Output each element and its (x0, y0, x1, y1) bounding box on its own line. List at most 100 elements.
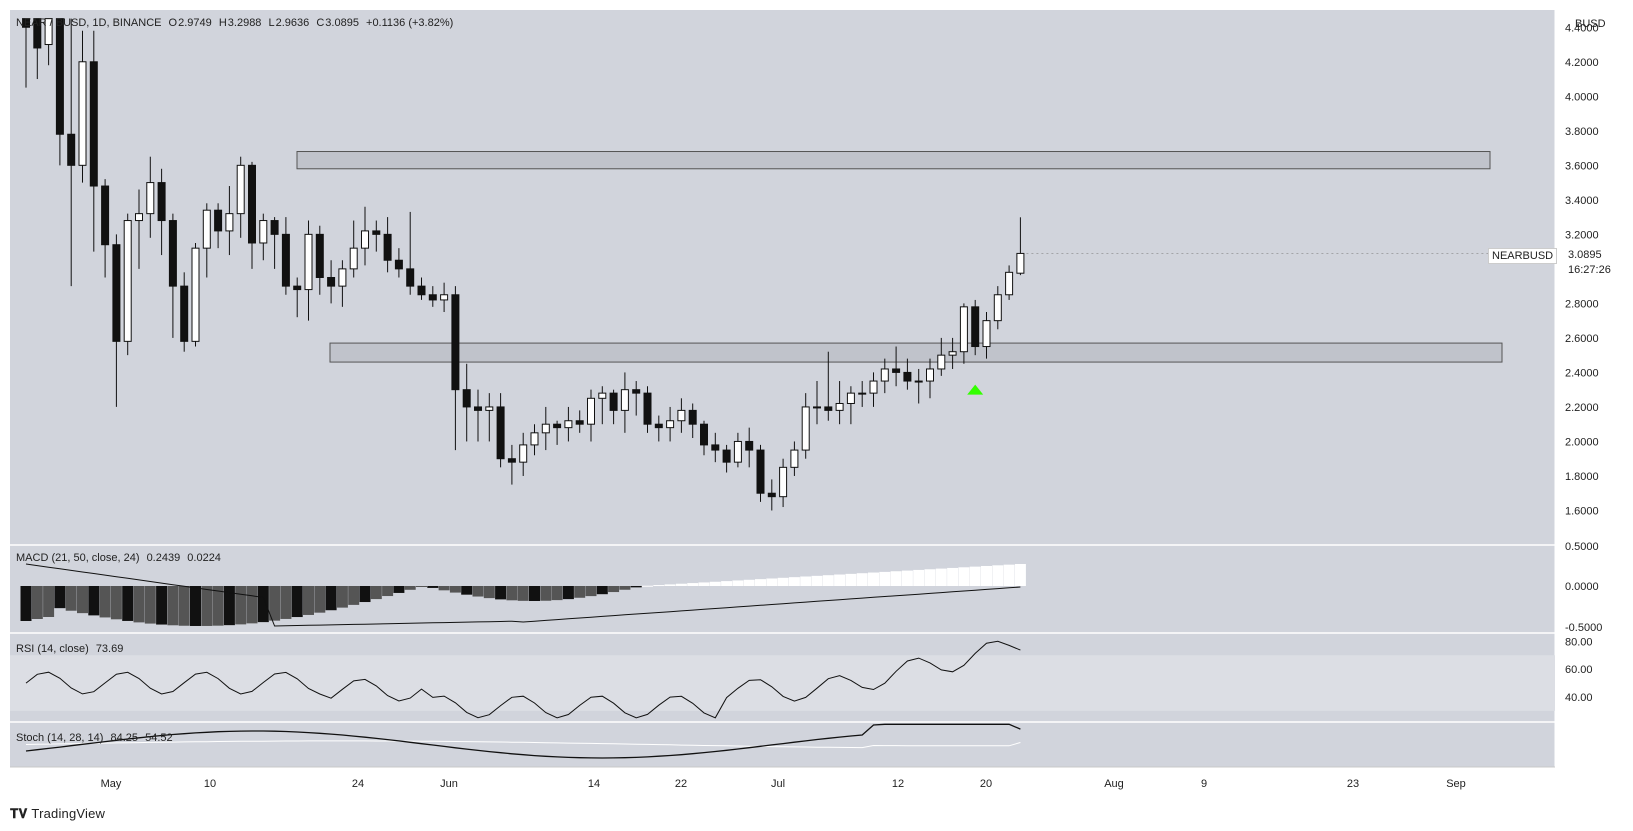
candle (1005, 265, 1014, 300)
candle-body (598, 392, 607, 399)
candle-body (926, 368, 934, 382)
candle (937, 337, 946, 376)
candle (44, 18, 53, 66)
candle-body (959, 306, 968, 353)
date-tick-label: 9 (1201, 778, 1207, 790)
candle-body (756, 449, 765, 494)
candle (236, 156, 245, 238)
candle-body (903, 371, 912, 382)
candle (993, 286, 1002, 330)
candle (451, 286, 460, 451)
candle (541, 406, 550, 451)
stoch-d-value: 54.52 (145, 732, 173, 744)
symbol-title[interactable]: NEAR / BUSD, 1D, BINANCE (16, 17, 162, 29)
candle (248, 161, 256, 269)
candle (711, 432, 720, 463)
macd-histogram-bar (190, 586, 201, 626)
macd-histogram-bar (630, 586, 642, 588)
candle (892, 346, 901, 387)
price-tick-label: 2.4000 (1565, 367, 1599, 379)
macd-histogram-bar (370, 586, 382, 600)
macd-histogram-bar (709, 581, 721, 586)
tradingview-brand[interactable]: 𝐓𝐕 TradingView (10, 806, 105, 822)
candle (677, 398, 686, 433)
candle (914, 368, 923, 404)
candle-body (168, 220, 177, 287)
macd-histogram-bar (811, 575, 823, 586)
candle-body (293, 285, 302, 291)
candle (304, 220, 313, 321)
candle-body (553, 423, 562, 429)
candle (361, 206, 369, 266)
candle-body (270, 220, 279, 235)
candle-body (711, 444, 720, 451)
candle (327, 260, 336, 304)
candle-body (643, 392, 652, 425)
macd-histogram-bar (31, 586, 43, 619)
candle-body (248, 164, 256, 244)
macd-histogram-bar (359, 586, 371, 603)
candle (643, 386, 652, 433)
macd-histogram-bar (336, 586, 348, 608)
candle-body (519, 444, 528, 463)
date-tick-label: May (101, 778, 122, 790)
macd-histogram-bar (280, 586, 292, 619)
candle (440, 282, 449, 313)
candle-body (78, 61, 87, 166)
macd-histogram-bar (495, 586, 507, 600)
macd-histogram-bar (246, 586, 258, 624)
candle (598, 386, 607, 425)
macd-histogram-bar (472, 586, 484, 597)
macd-hist-value: 0.2439 (146, 552, 181, 564)
stoch-legend: Stoch (14, 28, 14) 84.25 54.52 (16, 732, 177, 744)
macd-histogram-bar (257, 586, 269, 623)
macd-tick-label: 0.0000 (1565, 581, 1599, 593)
candle-body (666, 420, 675, 429)
macd-histogram-bar (788, 577, 800, 586)
candle (338, 260, 347, 307)
candle (530, 424, 539, 456)
macd-signal-value: 0.0224 (187, 552, 221, 564)
macd-histogram-bar (924, 569, 936, 586)
candle-body (372, 230, 381, 235)
macd-histogram-bar (890, 571, 902, 586)
pane-separators (10, 10, 1556, 767)
candle-body (112, 244, 121, 342)
low-label: L (268, 17, 275, 29)
macd-histogram-bar (868, 572, 879, 586)
candle (168, 213, 177, 338)
candle (417, 277, 426, 300)
macd-histogram-bar (574, 586, 586, 598)
date-tick-label: 22 (675, 778, 687, 790)
date-tick-label: 20 (980, 778, 992, 790)
candle-body (790, 449, 799, 468)
candle (372, 220, 381, 252)
macd-histogram-bar (1014, 564, 1026, 586)
candle-body (507, 458, 516, 463)
candle (157, 168, 166, 256)
macd-label[interactable]: MACD (21, 50, close, 24) (16, 552, 140, 564)
macd-histogram-bar (992, 565, 1004, 586)
price-tick-label: 3.8000 (1565, 126, 1599, 138)
candle-body (846, 392, 855, 404)
macd-histogram-bar (777, 577, 789, 586)
price-tick-label: 2.0000 (1565, 436, 1599, 448)
candle-body (383, 233, 392, 261)
macd-signal-line (25, 563, 1021, 627)
macd-histogram-bar (687, 583, 699, 586)
candle (507, 444, 516, 485)
rsi-label[interactable]: RSI (14, close) (16, 643, 89, 655)
date-axis[interactable]: May 10 24 Jun 14 22 Jul 12 20 Aug 9 23 Sep (10, 766, 1555, 790)
macd-legend: MACD (21, 50, close, 24) 0.2439 0.0224 (16, 552, 225, 564)
date-tick-label: 12 (892, 778, 904, 790)
candle (813, 381, 821, 425)
candle-body (327, 277, 336, 287)
price-axis[interactable]: 4.4000 4.2000 4.0000 3.8000 3.6000 3.4000 3.20… (1555, 10, 1633, 767)
candle-body (609, 392, 618, 411)
date-tick-label: Aug (1104, 778, 1124, 790)
stoch-d-line (25, 740, 1021, 749)
candle-body (146, 182, 155, 215)
stoch-label[interactable]: Stoch (14, 28, 14) (16, 732, 104, 744)
candle-body (982, 320, 991, 348)
